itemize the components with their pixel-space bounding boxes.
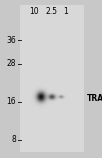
Text: 36: 36 xyxy=(6,36,16,45)
Text: 8: 8 xyxy=(11,135,16,144)
Text: 28: 28 xyxy=(6,60,16,68)
Text: 16: 16 xyxy=(6,97,16,106)
Text: 2.5: 2.5 xyxy=(45,7,57,16)
Text: 10: 10 xyxy=(29,7,38,16)
Bar xyxy=(20,6,84,152)
Text: TRAIL: TRAIL xyxy=(87,94,102,103)
Text: 1: 1 xyxy=(63,7,68,16)
